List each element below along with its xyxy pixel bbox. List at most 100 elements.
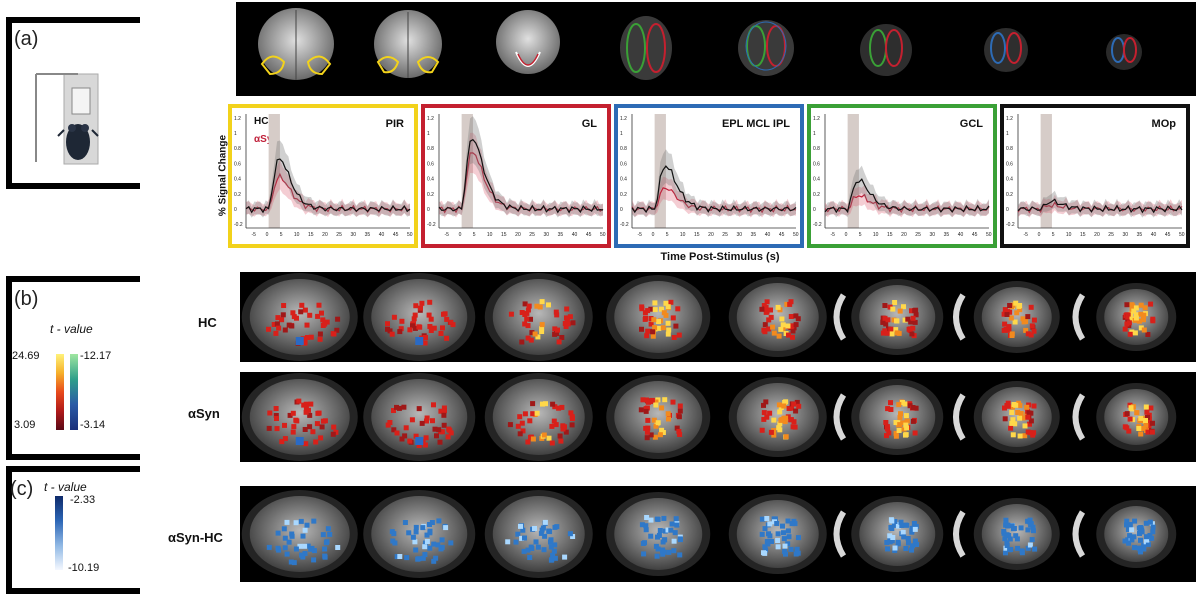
x-tick-label: 5 (280, 232, 283, 238)
x-tick-label: 10 (680, 232, 686, 238)
asyn-series-line (438, 152, 604, 214)
atlas-slice-7 (984, 28, 1028, 72)
x-tick-label: -5 (637, 232, 642, 238)
timecourse-plot-gl: GL 1.2 1 0.8 0.6 0.4 0.2 0 -0.2 -5 0 5 10 15 20 25 30 35 4… (421, 104, 611, 248)
hc-series-line (824, 178, 990, 214)
panel-c-frame (6, 466, 140, 594)
plot-region-title: MOp (1151, 118, 1176, 130)
y-tick-label: 0.4 (813, 177, 820, 183)
mri-slice-5 (728, 277, 827, 357)
y-tick-label: 1 (234, 131, 237, 137)
x-tick-label: 35 (365, 232, 371, 238)
timecourse-plot-mop: MOp 1.2 1 0.8 0.6 0.4 0.2 0 -0.2 -5 0 5 10 15 20 25 30 35… (1000, 104, 1190, 248)
atlas-slice-4 (620, 16, 672, 80)
asyn-error-band (825, 184, 989, 218)
y-tick-label: -0.2 (813, 222, 822, 228)
stimulus-window (847, 114, 859, 228)
panel-a-frame (6, 17, 140, 189)
y-tick-label: 0 (234, 207, 237, 213)
atlas-slice-2 (374, 10, 442, 78)
x-tick-label: 20 (708, 232, 714, 238)
x-tick-label: 5 (473, 232, 476, 238)
hc-error-band (246, 140, 410, 218)
x-tick-label: 5 (666, 232, 669, 238)
y-tick-label: 0 (1006, 207, 1009, 213)
y-tick-label: 0.2 (813, 192, 820, 198)
legend-hc: HC (254, 116, 269, 127)
mri-slice-5 (728, 377, 827, 457)
x-tick-label: 20 (322, 232, 328, 238)
x-tick-label: -5 (444, 232, 449, 238)
atlas-slice-8 (1106, 34, 1142, 70)
mri-slice-2 (363, 273, 476, 361)
x-tick-label: 20 (515, 232, 521, 238)
x-tick-label: 15 (694, 232, 700, 238)
mri-slice-8 (1072, 283, 1177, 351)
x-tick-label: 35 (1137, 232, 1143, 238)
stimulus-window (654, 114, 666, 228)
x-tick-label: 30 (929, 232, 935, 238)
mri-slice-7 (953, 281, 1060, 353)
y-tick-label: -0.2 (234, 222, 243, 228)
y-tick-label: 0.8 (1006, 146, 1013, 152)
colorbar-b-neg-max: -12.17 (80, 350, 112, 362)
x-tick-label: 40 (958, 232, 964, 238)
x-tick-label: 30 (736, 232, 742, 238)
plot-region-title: GCL (959, 118, 983, 130)
plot-region-title: GL (581, 118, 597, 130)
atlas-section-strip (236, 2, 1196, 96)
hc-error-band (825, 165, 989, 218)
asyn-error-band (246, 159, 410, 218)
colorbar-c (55, 496, 63, 570)
x-tick-label: 40 (572, 232, 578, 238)
plot-canvas: 1.2 1 0.8 0.6 0.4 0.2 0 -0.2 -5 0 5 10 15 20 25 30 35 40 4… (234, 114, 413, 238)
x-tick-label: 15 (501, 232, 507, 238)
mri-slice-1 (241, 490, 358, 578)
x-tick-label: 45 (586, 232, 592, 238)
atlas-slice-1 (258, 8, 334, 80)
asyn-error-band (1018, 194, 1182, 218)
colorbar-b-positive (56, 354, 64, 430)
x-tick-label: 10 (873, 232, 879, 238)
y-tick-label: 0.6 (1006, 161, 1013, 167)
y-tick-label: 1.2 (427, 116, 434, 122)
activation-strip-asyn-hc (240, 486, 1196, 582)
mri-slice-8 (1072, 383, 1177, 451)
x-tick-label: 15 (1080, 232, 1086, 238)
mri-slice-3 (484, 273, 593, 361)
timecourse-plot-epl-mcl-ipl: EPL MCL IPL 1.2 1 0.8 0.6 0.4 0.2 0 -0.2 -5 0 5 10 15… (614, 104, 804, 248)
y-tick-label: 0.2 (620, 192, 627, 198)
y-tick-label: -0.2 (620, 222, 629, 228)
y-tick-label: 1 (620, 131, 623, 137)
x-tick-label: 20 (901, 232, 907, 238)
colorbar-c-title: t - value (44, 480, 87, 494)
y-tick-label: 0.8 (813, 146, 820, 152)
x-tick-label: 30 (1122, 232, 1128, 238)
x-tick-label: 15 (887, 232, 893, 238)
y-tick-label: -0.2 (1006, 222, 1015, 228)
y-tick-label: 1.2 (620, 116, 627, 122)
mri-slice-4 (606, 375, 711, 459)
y-tick-label: 0.4 (620, 177, 627, 183)
plot-canvas: 1.2 1 0.8 0.6 0.4 0.2 0 -0.2 -5 0 5 10 15 20 25 30 35 40 4… (620, 114, 799, 238)
y-tick-label: 0 (813, 207, 816, 213)
x-tick-label: 25 (1108, 232, 1114, 238)
mri-slice-5 (728, 494, 827, 574)
legend-asyn: αSyn (254, 134, 279, 145)
atlas-sections-drawing (258, 8, 1142, 80)
atlas-slice-6 (860, 24, 912, 76)
x-tick-label: 10 (1066, 232, 1072, 238)
x-tick-label: 35 (751, 232, 757, 238)
y-tick-label: 0.2 (1006, 192, 1013, 198)
mri-slice-1 (241, 373, 358, 461)
mri-slice-2 (363, 490, 476, 578)
row-label-hc: HC (198, 315, 217, 330)
y-tick-label: 0.6 (427, 161, 434, 167)
x-tick-label: 30 (350, 232, 356, 238)
x-tick-label: 10 (487, 232, 493, 238)
y-tick-label: 0.4 (427, 177, 434, 183)
colorbar-b-negative (70, 354, 78, 430)
hc-error-band (1018, 190, 1182, 218)
plot-canvas: 1.2 1 0.8 0.6 0.4 0.2 0 -0.2 -5 0 5 10 15 20 25 30 35 40 4… (427, 114, 606, 238)
hc-series-line (1017, 198, 1183, 214)
